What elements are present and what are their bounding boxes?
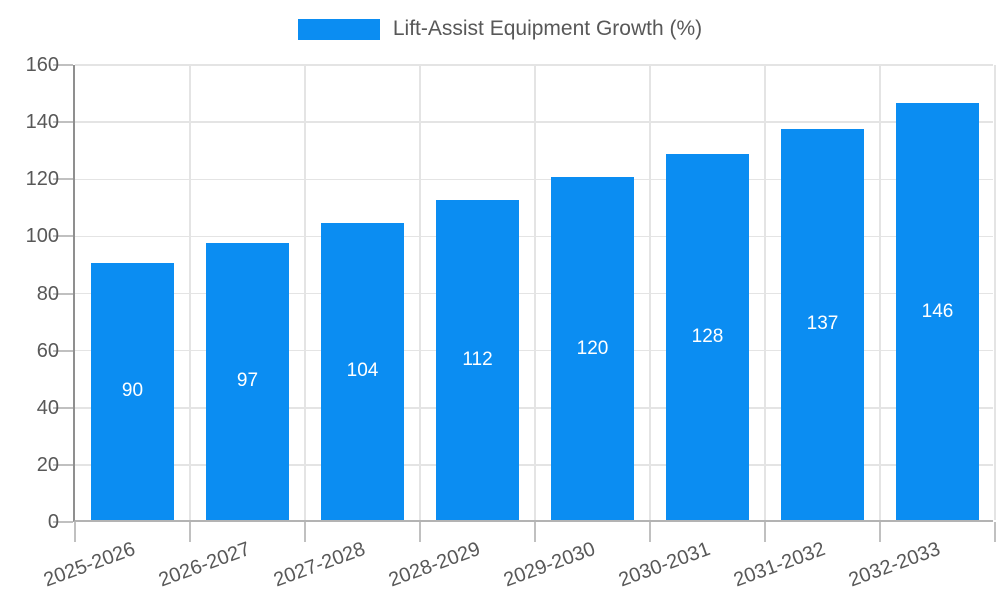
y-tick-mark (53, 292, 73, 295)
bar-value-label: 90 (121, 380, 144, 402)
y-tick-mark (53, 463, 73, 466)
x-gridline (994, 65, 996, 520)
y-tick-mark (53, 235, 73, 238)
y-gridline (75, 178, 993, 180)
y-tick-mark (53, 521, 73, 523)
x-axis-category-label: 2025-2026 (40, 538, 139, 592)
chart-legend[interactable]: Lift-Assist Equipment Growth (%) (0, 17, 1000, 41)
x-axis-category-label: 2031-2032 (730, 538, 829, 592)
bar-value-label: 120 (576, 337, 609, 359)
bar-2026-2027[interactable]: 97 (206, 242, 289, 520)
y-tick-mark (53, 121, 73, 124)
x-gridline (879, 65, 881, 520)
y-gridline (75, 349, 993, 352)
bar-value-label: 146 (921, 300, 954, 322)
y-gridline (75, 121, 993, 123)
bar-2031-2032[interactable]: 137 (781, 128, 864, 520)
x-tick-mark (879, 522, 881, 542)
x-tick-mark (304, 522, 306, 542)
y-tick-mark (53, 349, 73, 352)
y-axis-tick-label: 60 (36, 339, 59, 362)
y-gridline (75, 292, 993, 295)
y-axis-tick-label: 160 (25, 54, 59, 76)
y-axis-tick-label: 0 (47, 511, 59, 533)
bar-value-label: 112 (462, 349, 493, 371)
bar-value-label: 97 (236, 370, 259, 392)
y-axis-tick-label: 20 (36, 453, 59, 476)
y-axis-tick-label: 140 (25, 111, 59, 134)
x-tick-mark (419, 522, 421, 542)
bar-value-label: 104 (346, 360, 379, 382)
x-tick-mark (764, 522, 766, 542)
x-tick-mark (649, 522, 651, 542)
x-axis-category-label: 2028-2029 (385, 538, 484, 592)
bar-2032-2033[interactable]: 146 (896, 103, 979, 520)
bar-2029-2030[interactable]: 120 (551, 177, 634, 520)
x-gridline (764, 65, 766, 520)
bar-2028-2029[interactable]: 112 (436, 200, 519, 520)
y-tick-mark (53, 64, 73, 66)
x-axis-category-label: 2030-2031 (615, 538, 714, 592)
x-gridline (304, 65, 306, 520)
x-axis-category-label: 2032-2033 (845, 538, 944, 592)
legend-label: Lift-Assist Equipment Growth (%) (392, 17, 703, 40)
x-axis-category-label: 2027-2028 (270, 538, 369, 592)
bar-value-label: 128 (691, 326, 724, 348)
x-gridline (419, 65, 421, 520)
x-tick-mark (189, 522, 191, 542)
x-gridline (189, 65, 191, 520)
legend-swatch (297, 18, 380, 40)
bar-value-label: 137 (806, 313, 839, 335)
y-axis-tick-label: 40 (36, 396, 59, 419)
x-axis-category-label: 2026-2027 (155, 538, 254, 592)
bar-2025-2026[interactable]: 90 (91, 262, 174, 520)
y-gridline (75, 464, 993, 466)
y-gridline (75, 235, 993, 238)
x-tick-mark (534, 522, 536, 542)
x-tick-mark (994, 522, 996, 542)
y-gridline (75, 407, 993, 409)
x-axis-category-label: 2029-2030 (500, 538, 599, 592)
x-tick-mark (74, 522, 76, 542)
plot-area: 0 20 40 60 80 100 120 140 160 90 2025-2026 97 2026-2… (26, 54, 996, 591)
y-axis-tick-label: 80 (36, 282, 59, 305)
bar-2030-2031[interactable]: 128 (666, 154, 749, 520)
y-axis-tick-label: 120 (25, 168, 59, 191)
y-axis-tick-label: 100 (25, 225, 59, 248)
y-tick-mark (53, 178, 73, 181)
x-gridline (534, 65, 536, 520)
y-gridline (75, 64, 993, 66)
x-gridline (649, 65, 651, 520)
bar-2027-2028[interactable]: 104 (321, 222, 404, 520)
y-tick-mark (53, 406, 73, 409)
